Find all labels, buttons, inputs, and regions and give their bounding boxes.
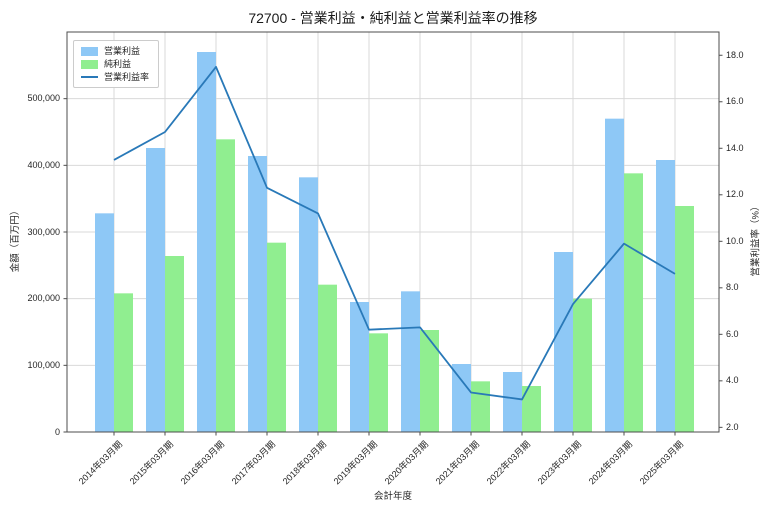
net-profit-swatch-icon	[81, 59, 98, 69]
y-tick-right: 2.0	[726, 421, 739, 432]
legend-item-net-profit: 純利益	[81, 59, 149, 69]
y-tick-right: 18.0	[726, 49, 744, 60]
legend-label-net-profit: 純利益	[104, 59, 132, 69]
y-tick-left: 500,000	[27, 93, 60, 104]
y-tick-left: 300,000	[27, 226, 60, 237]
y-axis-label-right: 営業利益率（%）	[750, 201, 762, 277]
legend-label-operating-profit: 営業利益	[104, 46, 141, 56]
y-tick-right: 10.0	[726, 235, 744, 246]
chart-title: 72700 - 営業利益・純利益と営業利益率の推移	[248, 10, 538, 26]
y-tick-left: 0	[54, 426, 60, 437]
y-tick-right: 6.0	[726, 328, 739, 339]
y-tick-right: 4.0	[726, 375, 739, 386]
legend: 営業利益 純利益 営業利益率	[73, 40, 160, 88]
y-tick-right: 16.0	[726, 96, 744, 107]
operating-profit-swatch-icon	[81, 46, 98, 56]
y-tick-left: 400,000	[27, 159, 60, 170]
y-tick-left: 200,000	[27, 293, 60, 304]
legend-item-operating-margin: 営業利益率	[81, 72, 149, 82]
y-tick-left: 100,000	[27, 359, 60, 370]
x-axis-label: 会計年度	[373, 491, 412, 502]
y-tick-right: 8.0	[726, 282, 739, 293]
operating-margin-line-swatch-icon	[81, 76, 98, 78]
y-tick-right: 14.0	[726, 142, 744, 153]
legend-label-operating-margin: 営業利益率	[104, 72, 150, 82]
y-axis-label-left: 金額（百万円）	[10, 205, 21, 273]
y-tick-right: 12.0	[726, 189, 744, 200]
legend-item-operating-profit: 営業利益	[81, 46, 149, 56]
